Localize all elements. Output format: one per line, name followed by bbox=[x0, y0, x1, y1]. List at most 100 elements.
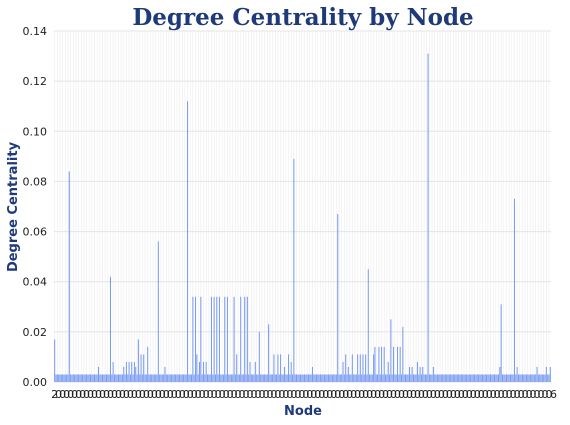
bar bbox=[386, 374, 388, 382]
x-tick-label: 0 bbox=[163, 388, 170, 401]
bar bbox=[491, 374, 493, 382]
bar bbox=[362, 354, 364, 382]
x-tick-label: 0 bbox=[462, 388, 469, 401]
bar bbox=[258, 331, 260, 382]
x-tick-label: 0 bbox=[310, 388, 317, 401]
bar bbox=[67, 374, 69, 382]
x-tick-label: 0 bbox=[159, 388, 166, 401]
bar bbox=[74, 374, 76, 382]
x-tick-label: 0 bbox=[522, 388, 529, 401]
bar bbox=[460, 374, 462, 382]
bar bbox=[331, 374, 333, 382]
x-tick-label-last: 6 bbox=[550, 388, 557, 401]
x-tick-label: 0 bbox=[167, 388, 174, 401]
bar bbox=[80, 374, 82, 382]
x-tick-label: 0 bbox=[155, 388, 162, 401]
x-tick-label: 0 bbox=[542, 388, 549, 401]
bar bbox=[322, 374, 324, 382]
x-tick-label: 0 bbox=[430, 388, 437, 401]
x-tick-label: 0 bbox=[63, 388, 70, 401]
bars-group bbox=[54, 53, 551, 383]
bar bbox=[422, 366, 424, 382]
bar bbox=[400, 374, 403, 382]
bar bbox=[468, 374, 470, 382]
bar bbox=[499, 366, 501, 382]
bar bbox=[148, 374, 150, 382]
bar bbox=[70, 374, 72, 382]
x-tick-label: 0 bbox=[290, 388, 297, 401]
bar bbox=[281, 374, 283, 382]
bar bbox=[430, 374, 432, 382]
y-tick-label: 0.14 bbox=[23, 25, 48, 38]
x-tick-labels: 2000000000000000000000000000000000000000… bbox=[51, 388, 557, 401]
x-tick-label: 0 bbox=[103, 388, 110, 401]
bar bbox=[537, 374, 539, 382]
bar bbox=[503, 374, 505, 382]
x-tick-label: 0 bbox=[338, 388, 345, 401]
bar bbox=[471, 374, 473, 382]
bar bbox=[273, 354, 275, 382]
bar bbox=[355, 374, 357, 382]
bar bbox=[391, 374, 393, 382]
bar bbox=[64, 374, 66, 382]
bar bbox=[387, 361, 389, 382]
bar bbox=[370, 374, 372, 382]
bar bbox=[285, 374, 287, 382]
bar bbox=[197, 374, 199, 382]
bar bbox=[532, 374, 534, 382]
bar bbox=[541, 374, 543, 382]
bar bbox=[367, 269, 369, 382]
bar bbox=[103, 374, 105, 382]
x-tick-label: 0 bbox=[55, 388, 62, 401]
x-tick-label: 0 bbox=[382, 388, 389, 401]
bar bbox=[439, 374, 441, 382]
bar bbox=[152, 374, 154, 382]
x-tick-label: 0 bbox=[183, 388, 190, 401]
bar bbox=[277, 354, 279, 382]
bar bbox=[479, 374, 481, 382]
bar bbox=[446, 374, 448, 382]
bar bbox=[86, 374, 88, 382]
bar bbox=[228, 374, 230, 382]
x-tick-label: 0 bbox=[458, 388, 465, 401]
bar bbox=[234, 374, 236, 382]
bar bbox=[378, 346, 380, 382]
bar bbox=[444, 374, 446, 382]
bar bbox=[463, 374, 465, 382]
x-tick-label: 0 bbox=[486, 388, 493, 401]
bar bbox=[516, 366, 518, 382]
bar bbox=[434, 374, 436, 382]
bar bbox=[184, 374, 186, 382]
bar bbox=[311, 366, 313, 382]
bar bbox=[426, 374, 428, 382]
x-tick-label: 0 bbox=[478, 388, 485, 401]
x-tick-label: 0 bbox=[438, 388, 445, 401]
x-tick-label: 0 bbox=[95, 388, 102, 401]
bar bbox=[335, 374, 337, 382]
bar bbox=[62, 374, 64, 382]
x-tick-label: 0 bbox=[231, 388, 238, 401]
bar bbox=[135, 366, 137, 382]
bar bbox=[407, 374, 409, 382]
bar bbox=[342, 361, 344, 382]
bar bbox=[339, 374, 341, 382]
x-tick-label: 0 bbox=[502, 388, 509, 401]
bar bbox=[467, 374, 469, 382]
x-tick-label: 0 bbox=[386, 388, 393, 401]
bar bbox=[539, 374, 541, 382]
bar bbox=[149, 374, 151, 382]
x-tick-label: 0 bbox=[274, 388, 281, 401]
bar bbox=[246, 296, 248, 382]
bar bbox=[543, 374, 545, 382]
bar bbox=[171, 374, 173, 382]
bar bbox=[116, 374, 118, 382]
bar bbox=[113, 374, 115, 382]
bar bbox=[476, 374, 478, 382]
bar bbox=[221, 374, 223, 382]
bar bbox=[524, 374, 526, 382]
bar bbox=[315, 374, 317, 382]
bar bbox=[179, 374, 181, 382]
bar bbox=[210, 296, 213, 382]
x-tick-label: 0 bbox=[203, 388, 210, 401]
